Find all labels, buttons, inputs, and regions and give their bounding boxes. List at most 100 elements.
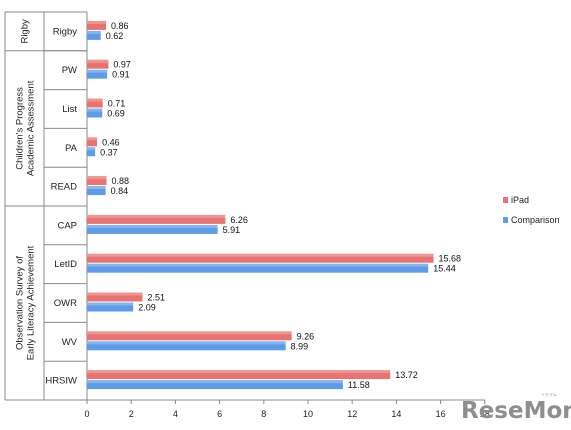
bar-comparison [87,186,106,196]
bar-ipad [87,331,292,341]
category-label: PW [62,65,77,76]
category-label: HRSIW [45,376,77,387]
value-label: 9.26 [297,331,315,341]
value-label: 0.69 [107,109,125,119]
bar-comparison [87,302,134,312]
bar-comparison [87,30,101,40]
bar-highlight [87,253,434,257]
bar-highlight [87,224,218,228]
bar-highlight [87,370,391,374]
bar-ipad [87,292,143,302]
chart-labels: 0 2 4 6 8 10 12 14 16 18 Rigby 0.860.62 PW 0.970.91 Li… [15,19,490,419]
x-tick-label: 8 [261,409,266,419]
value-label: 0.84 [111,186,129,196]
watermark-logo: ReseMomリセマム [461,392,571,424]
group-label-line: Rigby [20,19,31,44]
chart-axes [4,11,486,404]
group-label-line: Observation Survey of [15,256,26,350]
bar-highlight [87,341,286,345]
bar-highlight [87,186,106,190]
x-tick-label: 16 [436,409,446,419]
bar-highlight [87,20,107,24]
category-label: PA [65,143,78,154]
bar-highlight [87,98,103,102]
group-label-line: Early Literacy Achievement [26,245,37,360]
bar-highlight [87,331,292,335]
watermark-subtext: リセマム [541,392,557,397]
group-label-line: Children's Progress [15,87,26,170]
value-label: 5.91 [223,225,241,235]
legend-swatch-ipad [503,197,508,203]
watermark-text: ReseMom [461,398,571,424]
bar-highlight [87,176,107,180]
bar-highlight [87,30,101,34]
bar-comparison [87,341,286,351]
x-tick-label: 18 [480,409,490,419]
value-label: 2.51 [147,293,165,303]
bar-ipad [87,253,434,263]
bar-ipad [87,370,391,380]
value-label: 2.09 [138,303,156,313]
value-label: 0.88 [111,176,129,186]
value-label: 15.68 [439,254,462,264]
value-label: 11.58 [348,380,370,390]
category-label: Rigby [53,26,78,37]
value-label: 0.97 [113,60,131,70]
bar-ipad [87,214,226,224]
value-label: 0.86 [111,21,129,31]
value-label: 15.44 [433,264,456,274]
bar-highlight [87,147,96,151]
bar-ipad [87,59,109,69]
x-tick-label: 0 [84,409,89,419]
legend-swatch-comparison [503,217,508,223]
bar-highlight [87,263,429,267]
group-label: Rigby [20,19,31,44]
category-label: LetID [54,259,77,270]
group-label: Observation Survey ofEarly Literacy Achi… [15,245,37,360]
legend-label-ipad: iPad [511,195,529,205]
bar-ipad [87,137,98,147]
bar-highlight [87,59,109,63]
value-label: 0.91 [112,70,130,80]
bar-ipad [87,20,107,30]
chart-legend: iPad Comparison [503,195,560,225]
bar-ipad [87,176,107,186]
category-label: List [62,104,77,115]
legend-label-comparison: Comparison [511,215,560,225]
group-label-line: Academic Assessment [26,80,37,176]
bar-highlight [87,292,143,296]
bar-comparison [87,263,429,273]
x-tick-label: 12 [347,409,357,419]
chart-bars [87,20,434,390]
bar-comparison [87,69,108,79]
bar-highlight [87,108,103,112]
value-label: 0.46 [102,137,120,147]
value-label: 0.71 [108,99,126,109]
x-tick-label: 2 [129,409,134,419]
value-label: 8.99 [291,341,309,351]
group-label: Children's ProgressAcademic Assessment [15,80,37,176]
value-label: 13.72 [395,370,418,380]
bar-comparison [87,147,96,157]
category-label: WV [62,337,78,348]
bar-highlight [87,380,343,384]
bar-highlight [87,214,226,218]
value-label: 0.37 [100,147,118,157]
category-label: READ [51,182,78,193]
x-tick-label: 6 [217,409,222,419]
bar-highlight [87,69,108,73]
bar-ipad [87,98,103,108]
bar-comparison [87,108,103,118]
value-label: 0.62 [106,31,124,41]
category-label: CAP [57,220,77,231]
bar-highlight [87,137,98,141]
bar-comparison [87,380,343,390]
bar-highlight [87,302,134,306]
category-label: OWR [54,298,77,309]
value-label: 6.26 [230,215,248,225]
bar-comparison [87,224,218,234]
x-tick-label: 10 [303,409,313,419]
x-tick-label: 14 [391,409,401,419]
x-tick-label: 4 [173,409,178,419]
